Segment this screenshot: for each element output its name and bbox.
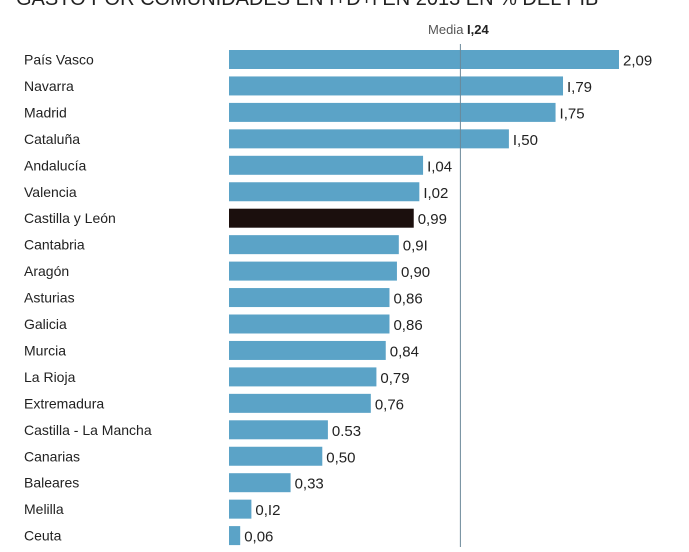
bar: [229, 102, 556, 122]
category-label: País Vasco: [24, 52, 94, 68]
category-label: Andalucía: [24, 157, 86, 173]
category-label: Baleares: [24, 475, 79, 491]
value-label: 0,86: [393, 317, 422, 334]
category-label: Asturias: [24, 290, 75, 306]
value-label: 0,I2: [255, 502, 280, 519]
category-label: Madrid: [24, 104, 67, 120]
value-label: 0,86: [393, 291, 422, 308]
bar: [229, 314, 390, 334]
value-label: 0,79: [380, 370, 409, 387]
value-label: I,50: [513, 132, 538, 149]
category-label: Castilla - La Mancha: [24, 422, 152, 438]
bar: [229, 288, 390, 308]
bar: [229, 129, 509, 149]
bar: [229, 393, 371, 413]
category-label: La Rioja: [24, 369, 76, 385]
value-label: 0,33: [295, 476, 324, 493]
value-label: I,04: [427, 158, 452, 175]
bar: [229, 50, 619, 69]
bar: [229, 235, 399, 255]
bar: [229, 367, 377, 387]
bar: [229, 499, 252, 519]
category-label: Canarias: [24, 448, 80, 464]
value-label: 0,90: [401, 264, 430, 281]
reference-label: Media I,24: [428, 22, 489, 37]
category-label: Valencia: [24, 184, 77, 200]
value-label: 0.53: [332, 423, 361, 440]
bar: [229, 446, 323, 466]
bar: [229, 76, 564, 96]
bar: [229, 473, 291, 493]
category-label: Cataluña: [24, 131, 80, 147]
value-label: I,02: [423, 185, 448, 202]
value-label: 0,84: [390, 343, 419, 360]
category-label: Navarra: [24, 78, 74, 94]
value-label: 0,9I: [403, 238, 428, 255]
category-label: Castilla y León: [24, 210, 116, 226]
category-label: Murcia: [24, 342, 66, 358]
category-label: Galicia: [24, 316, 67, 332]
bar: [229, 261, 397, 281]
value-label: I,79: [567, 79, 592, 96]
bar: [229, 526, 241, 546]
bar: [229, 182, 420, 202]
category-label: Ceuta: [24, 528, 62, 544]
category-label: Aragón: [24, 263, 69, 279]
chart-title: GASTO POR COMUNIDADES EN I+D+i EN 2013 E…: [16, 0, 598, 11]
value-label: 2,09: [623, 53, 652, 70]
category-label: Extremadura: [24, 395, 104, 411]
value-label: 0,06: [244, 529, 273, 546]
bar: [229, 340, 386, 360]
category-label: Cantabria: [24, 237, 85, 253]
value-label: 0,76: [375, 396, 404, 413]
bar: [229, 155, 424, 175]
value-label: 0,50: [326, 449, 355, 466]
category-label: Melilla: [24, 501, 64, 517]
bar: [229, 420, 328, 440]
value-label: I,75: [560, 105, 585, 122]
bar-highlight: [229, 208, 414, 228]
value-label: 0,99: [418, 211, 447, 228]
